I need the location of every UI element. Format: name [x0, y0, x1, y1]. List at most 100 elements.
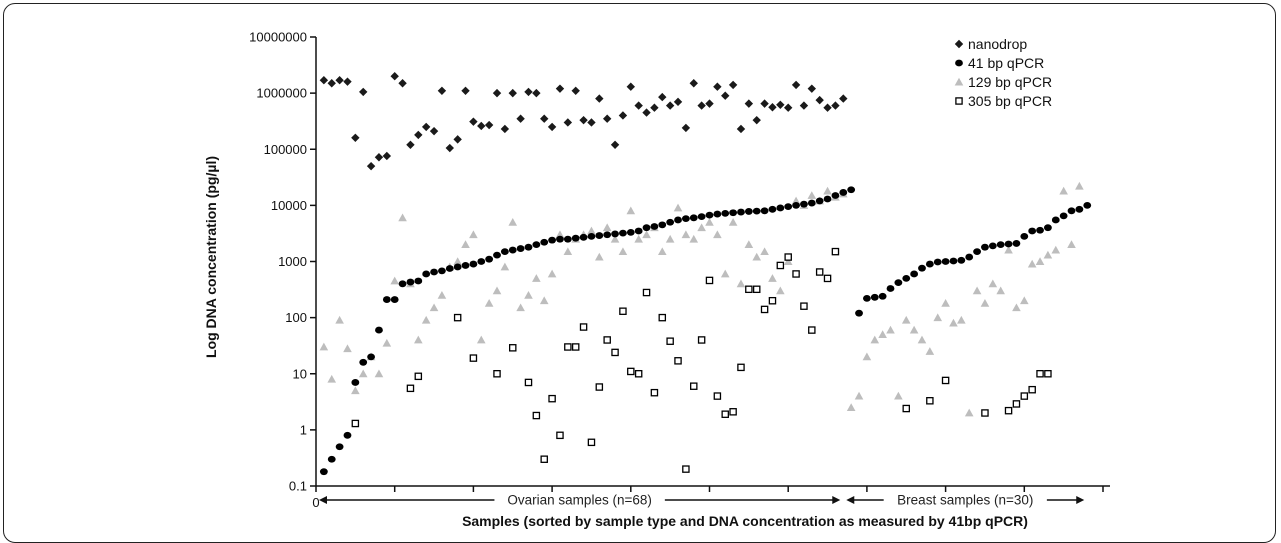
data-point [831, 192, 840, 199]
data-point [540, 455, 548, 463]
data-point [564, 343, 572, 351]
data-point [784, 103, 793, 112]
data-point [548, 394, 556, 403]
data-point [595, 383, 604, 391]
data-point [414, 130, 423, 140]
data-point [776, 261, 785, 270]
data-point [595, 252, 604, 261]
data-point [957, 315, 966, 324]
data-point [855, 309, 863, 317]
data-point [808, 326, 816, 334]
data-point [422, 270, 431, 278]
data-point [406, 278, 415, 286]
y-tick-label: 10 [293, 366, 307, 381]
data-point [453, 135, 462, 144]
data-point [571, 86, 580, 96]
data-point [516, 245, 525, 252]
data-point [870, 293, 879, 301]
data-point [925, 347, 935, 355]
data-point [524, 290, 533, 299]
data-point [800, 302, 808, 310]
data-point [894, 391, 903, 400]
data-point [650, 103, 659, 112]
data-point [555, 84, 565, 93]
data-point [870, 335, 880, 344]
data-point [642, 224, 651, 232]
data-point [595, 232, 604, 239]
data-point [658, 92, 667, 102]
data-point [508, 217, 518, 226]
data-point [453, 263, 462, 271]
data-point [319, 342, 329, 351]
data-point [351, 133, 360, 142]
y-axis-title: Log DNA concentration (pg/µl) [203, 156, 219, 358]
data-point [752, 285, 761, 294]
data-point [351, 379, 360, 386]
legend-marker [954, 39, 964, 49]
data-point [453, 313, 462, 322]
data-point [374, 153, 384, 162]
data-point [657, 247, 667, 256]
data-point [745, 285, 753, 294]
data-point [941, 258, 950, 265]
data-point [901, 315, 911, 324]
data-point [556, 431, 564, 440]
data-point [744, 99, 754, 108]
data-point [634, 227, 643, 235]
data-point [1044, 224, 1052, 232]
data-point [972, 286, 982, 295]
data-point [429, 126, 439, 136]
data-point [807, 199, 816, 207]
data-point [697, 223, 706, 232]
data-point [831, 101, 840, 110]
data-point [477, 258, 486, 265]
data-point [728, 217, 738, 226]
data-point [909, 325, 919, 334]
data-point [862, 352, 872, 361]
data-point [729, 408, 737, 416]
data-point [846, 403, 856, 411]
data-point [634, 101, 643, 110]
data-point [697, 336, 706, 344]
data-point [626, 206, 636, 215]
data-point [721, 91, 730, 100]
data-point [823, 103, 832, 112]
data-point [492, 88, 502, 98]
data-point [603, 336, 611, 344]
sample-group-breast: Breast samples (n=30) [846, 493, 1085, 508]
data-point [642, 108, 651, 117]
data-point [783, 257, 793, 265]
data-point [776, 286, 785, 295]
data-point [610, 234, 620, 243]
data-point [760, 99, 769, 108]
data-point [547, 122, 557, 132]
data-point [910, 270, 919, 278]
data-point [327, 374, 337, 383]
data-point [964, 408, 974, 417]
data-point [894, 279, 903, 287]
data-point [540, 238, 549, 246]
data-point [878, 330, 887, 338]
data-point [524, 243, 533, 251]
data-point [563, 118, 573, 127]
data-point [508, 344, 517, 352]
legend-label: 305 bp qPCR [968, 93, 1052, 109]
data-point [579, 233, 588, 241]
data-point [917, 335, 927, 344]
data-point [375, 326, 383, 334]
data-point [791, 80, 801, 90]
data-point [1004, 240, 1013, 248]
data-point [367, 353, 375, 361]
data-point [508, 88, 517, 98]
data-point [1004, 406, 1013, 415]
data-point [776, 100, 785, 109]
data-point [414, 372, 423, 381]
data-point [823, 195, 832, 203]
data-point [618, 111, 628, 120]
data-point [587, 226, 596, 235]
group-label: Ovarian samples (n=68) [507, 493, 651, 508]
data-point [965, 253, 974, 261]
data-point [500, 124, 510, 134]
data-point [445, 143, 454, 153]
